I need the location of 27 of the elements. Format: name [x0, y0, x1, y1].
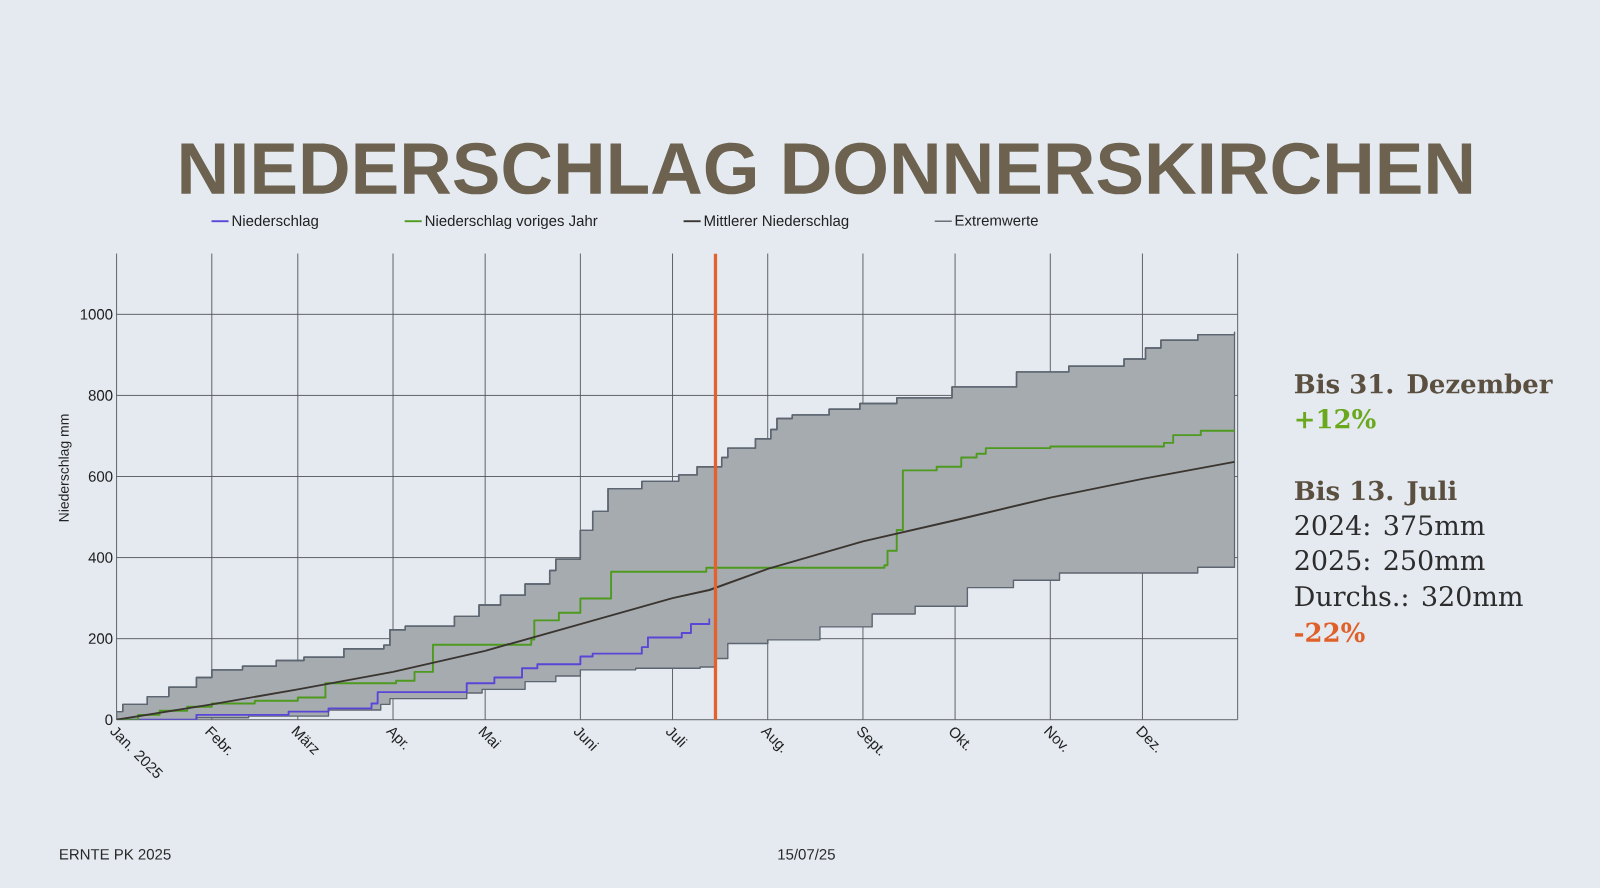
x-tick-label: Juni [573, 727, 600, 751]
text: 2024: 375mm [1295, 514, 1485, 536]
text: Bis 31. Dezember [1294, 373, 1553, 394]
y-tick-label: 200 [88, 633, 113, 644]
text: ERNTE PK 2025 [60, 848, 171, 860]
text: -22% [1295, 622, 1365, 643]
x-tick-label: Aug. [760, 727, 785, 753]
text: Bis 13. Juli [1294, 480, 1457, 506]
x-tick-label: Mai [478, 725, 502, 749]
y-tick-label: 600 [88, 470, 113, 482]
y-tick-label: 800 [88, 389, 113, 401]
y-tick-label: 1000 [80, 308, 113, 320]
text: 2025: 250mm [1295, 549, 1485, 571]
y-axis-title: Niederschlag mm [58, 414, 72, 521]
x-tick-label: Okt. [949, 727, 970, 751]
legend-label: Niederschlag voriges Jahr [425, 214, 598, 229]
y-tick-label: 400 [88, 552, 113, 563]
x-tick-label: Apr. [385, 727, 408, 750]
text: Durchs.: 320mm [1295, 585, 1523, 607]
legend-label: Niederschlag [232, 214, 318, 229]
text: +12% [1296, 408, 1376, 429]
x-tick-label: Juli [666, 727, 688, 748]
legend-label: Extremwerte [955, 215, 1038, 226]
chart-title: NIEDERSCHLAG DONNERSKIRCHEN [181, 142, 1472, 195]
text: 15/07/25 [778, 848, 835, 860]
legend-label: Mittlerer Niederschlag [704, 214, 849, 229]
y-tick-label: 0 [105, 714, 113, 725]
